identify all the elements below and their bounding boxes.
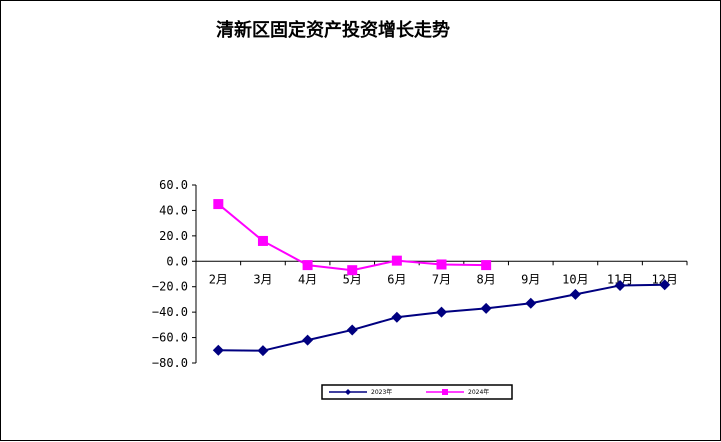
- diamond-marker: [436, 306, 447, 318]
- diamond-marker: [391, 311, 403, 323]
- square-marker: [257, 235, 268, 246]
- y-tick-label: 60.0: [159, 178, 188, 192]
- diamond-marker: [480, 302, 492, 314]
- y-tick-label: 0.0: [166, 254, 188, 268]
- square-marker: [436, 259, 447, 270]
- diamond-marker: [302, 334, 314, 346]
- x-tick-label: 7月: [432, 272, 451, 286]
- diamond-marker: [659, 279, 671, 291]
- diamond-marker: [614, 279, 626, 291]
- diamond-marker: [569, 288, 581, 300]
- series-layer: [212, 199, 671, 357]
- legend-label: 2023年: [371, 388, 392, 396]
- x-tick-label: 11月: [607, 272, 633, 286]
- square-marker: [391, 255, 402, 266]
- diamond-marker: [257, 345, 269, 357]
- diamond-marker: [525, 297, 537, 309]
- y-tick-label: −60.0: [152, 331, 188, 345]
- x-tick-label: 12月: [651, 272, 677, 286]
- y-tick-label: −80.0: [152, 356, 188, 370]
- axes: 60.0 40.0 20.0 0.0 −20.0 −40.0 −60.0 −80.0 2月 3月 4…: [152, 178, 688, 370]
- x-tick-label: 5月: [343, 272, 362, 286]
- legend-label: 2024年: [468, 388, 489, 396]
- diamond-marker: [346, 324, 358, 336]
- y-tick-label: 20.0: [159, 229, 188, 243]
- legend-square-marker: [442, 389, 448, 395]
- y-tick-label: 40.0: [159, 203, 188, 217]
- square-marker: [347, 265, 358, 276]
- x-tick-label: 9月: [521, 272, 540, 286]
- diamond-marker: [212, 344, 224, 356]
- legend-box: [321, 384, 513, 400]
- square-marker: [481, 260, 492, 271]
- square-marker: [213, 199, 224, 210]
- x-tick-label: 8月: [477, 272, 496, 286]
- series-2: [213, 199, 492, 276]
- x-tick-label: 2月: [209, 272, 228, 286]
- x-tick-label: 6月: [387, 272, 406, 286]
- legend-diamond-marker: [345, 389, 351, 395]
- series-line: [218, 283, 665, 352]
- y-tick-label: −20.0: [152, 280, 188, 294]
- square-marker: [302, 260, 313, 271]
- series-1: [212, 279, 671, 357]
- y-tick-label: −40.0: [152, 305, 188, 319]
- legend: 2023年 2024年: [321, 384, 513, 400]
- x-tick-label: 10月: [562, 272, 588, 286]
- x-tick-label: 4月: [298, 272, 317, 286]
- x-tick-label: 3月: [253, 272, 272, 286]
- chart-title: 清新区固定资产投资增长走势: [216, 19, 450, 41]
